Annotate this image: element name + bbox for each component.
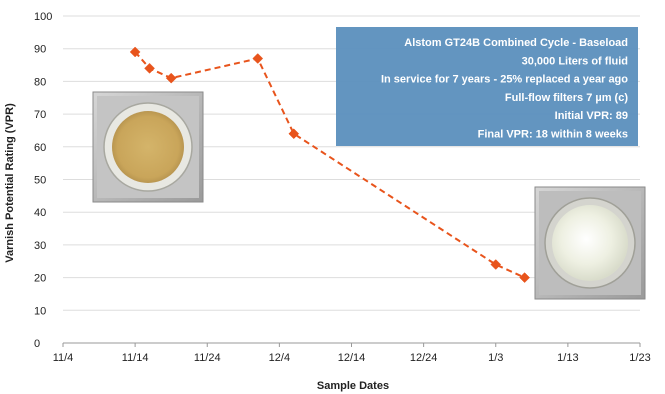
y-tick-label: 50: [34, 175, 46, 187]
y-axis-label: Varnish Potential Rating (VPR): [4, 103, 16, 263]
info-box-text: Alstom GT24B Combined Cycle - Baseload 30…: [381, 37, 628, 141]
x-tick-label: 1/3: [488, 352, 503, 364]
y-tick-label: 80: [34, 76, 46, 88]
data-point-marker: [490, 259, 502, 270]
info-box-line: 30,000 Liters of fluid: [522, 55, 628, 67]
y-tick-label: 60: [34, 142, 46, 154]
y-tick-label: 100: [34, 11, 52, 23]
x-tick-label: 12/14: [338, 352, 366, 364]
y-tick-label: 20: [34, 273, 46, 285]
data-point-marker: [252, 53, 264, 64]
final-sample-photo: [534, 186, 646, 300]
y-tick-label: 70: [34, 109, 46, 121]
initial-sample-photo: [92, 91, 204, 203]
axes: 0 10 20 30 40 50 60 70 80 90 100 11/4 11/14 11/24 12/4…: [34, 11, 651, 364]
data-point-marker: [288, 128, 300, 140]
x-tick-label: 11/4: [53, 352, 74, 364]
x-tick-label: 12/4: [269, 352, 290, 364]
y-tick-label: 30: [34, 240, 46, 252]
x-tick-label: 11/24: [194, 352, 221, 364]
y-tick-label: 10: [34, 305, 46, 317]
info-box-background: [336, 27, 638, 146]
data-point-marker: [144, 62, 155, 74]
info-box-line: Full-flow filters 7 µm (c): [505, 92, 628, 104]
x-tick-label: 11/14: [122, 352, 149, 364]
x-tick-label: 12/24: [410, 352, 438, 364]
x-axis-label: Sample Dates: [317, 380, 389, 392]
data-point-marker: [519, 272, 530, 283]
y-tick-label: 0: [34, 338, 40, 350]
data-point-marker: [129, 46, 141, 58]
data-point-marker: [165, 72, 177, 84]
info-box-line: In service for 7 years - 25% replaced a …: [381, 74, 628, 86]
info-box: Alstom GT24B Combined Cycle - Baseload 30…: [336, 27, 638, 146]
series: [129, 46, 530, 283]
x-tick-label: 1/23: [629, 352, 650, 364]
y-tick-label: 40: [34, 207, 46, 219]
x-tick-label: 1/13: [557, 352, 578, 364]
info-box-line: Alstom GT24B Combined Cycle - Baseload: [404, 37, 628, 49]
info-box-line: Final VPR: 18 within 8 weeks: [478, 129, 628, 141]
y-tick-label: 90: [34, 44, 46, 56]
info-box-line: Initial VPR: 89: [555, 110, 628, 122]
